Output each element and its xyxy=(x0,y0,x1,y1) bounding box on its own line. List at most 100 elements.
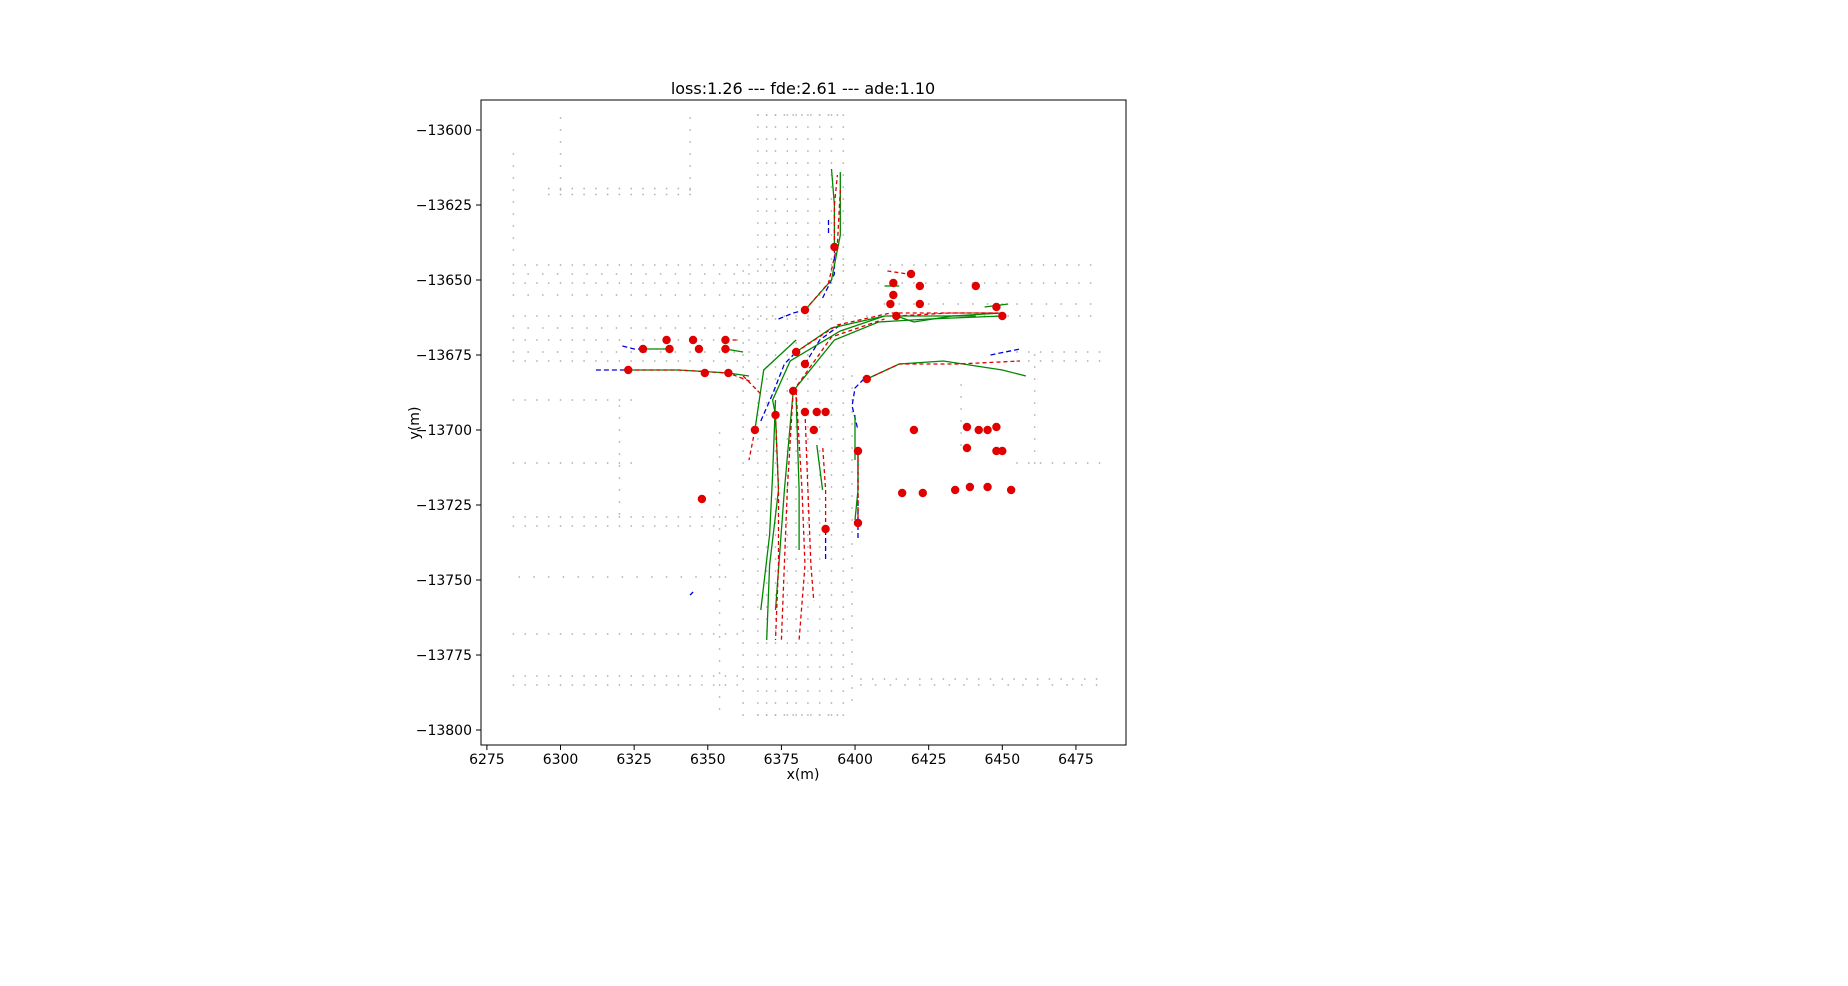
x-tick-label: 6400 xyxy=(837,752,873,768)
map-point xyxy=(842,138,845,140)
map-point xyxy=(742,618,745,620)
map-point xyxy=(818,642,821,644)
map-point xyxy=(795,366,798,368)
map-point xyxy=(600,273,603,275)
map-point xyxy=(630,273,633,275)
map-point xyxy=(718,351,721,353)
map-point xyxy=(703,294,706,296)
map-point xyxy=(765,474,768,476)
map-point xyxy=(512,351,515,353)
map-point xyxy=(842,414,845,416)
map-point xyxy=(512,327,515,329)
map-point xyxy=(630,193,633,196)
map-point xyxy=(674,273,677,275)
map-point xyxy=(818,306,821,308)
map-point xyxy=(807,318,809,320)
map-point xyxy=(756,234,759,236)
map-point xyxy=(512,237,515,239)
map-point xyxy=(830,642,833,644)
map-point xyxy=(818,186,821,188)
map-point xyxy=(830,210,833,212)
map-point xyxy=(830,270,833,272)
map-point xyxy=(830,234,833,236)
map-point xyxy=(830,534,833,536)
map-point xyxy=(712,315,715,317)
map-point xyxy=(765,534,768,536)
map-point xyxy=(842,654,845,656)
agent-marker xyxy=(662,335,671,345)
map-point xyxy=(1042,264,1045,266)
map-point xyxy=(807,378,809,380)
map-point xyxy=(774,186,777,188)
map-point xyxy=(786,402,789,404)
map-point xyxy=(615,351,618,353)
map-point xyxy=(1033,366,1036,368)
map-point xyxy=(807,522,809,524)
map-point xyxy=(807,582,809,584)
map-point xyxy=(786,414,789,416)
map-point xyxy=(807,618,809,620)
map-point xyxy=(842,558,845,560)
map-point xyxy=(571,462,574,464)
map-point xyxy=(1033,390,1036,392)
map-point xyxy=(618,429,621,431)
map-point xyxy=(774,666,777,668)
map-point xyxy=(512,201,515,203)
map-point xyxy=(842,162,845,164)
map-point xyxy=(665,525,668,527)
map-point xyxy=(818,486,821,488)
map-point xyxy=(842,270,845,272)
map-point xyxy=(756,654,759,656)
map-point xyxy=(795,558,798,560)
map-point xyxy=(742,606,745,608)
map-point xyxy=(795,264,798,266)
map-point xyxy=(842,702,845,704)
map-point xyxy=(807,558,809,560)
map-point xyxy=(1022,684,1024,686)
map-point xyxy=(689,360,692,362)
map-point xyxy=(795,570,798,572)
map-point xyxy=(795,306,798,308)
map-point xyxy=(960,282,962,284)
map-point xyxy=(1051,360,1054,362)
map-point xyxy=(512,399,515,401)
agent-marker xyxy=(830,242,839,252)
map-point xyxy=(977,678,980,680)
map-point xyxy=(618,453,621,455)
map-point xyxy=(842,522,845,524)
map-point xyxy=(680,576,683,578)
map-point xyxy=(630,339,633,341)
map-point xyxy=(865,282,868,284)
map-point xyxy=(689,165,692,167)
map-point xyxy=(786,582,789,584)
map-point xyxy=(1051,351,1054,353)
map-point xyxy=(783,315,786,317)
map-point xyxy=(594,315,597,317)
map-point xyxy=(818,498,821,500)
map-point xyxy=(807,690,809,692)
map-point xyxy=(645,294,647,296)
map-point xyxy=(913,264,915,266)
map-point xyxy=(559,633,562,635)
map-point xyxy=(571,360,574,362)
map-point xyxy=(795,450,798,452)
map-point xyxy=(807,654,809,656)
map-point xyxy=(786,642,789,644)
map-point xyxy=(674,327,677,329)
map-point xyxy=(830,666,833,668)
map-point xyxy=(630,327,633,329)
map-point xyxy=(807,666,809,668)
map-point xyxy=(756,558,759,560)
map-point xyxy=(756,498,759,500)
map-point xyxy=(795,114,798,116)
map-point xyxy=(765,126,768,128)
map-point xyxy=(1066,315,1068,317)
map-point xyxy=(1039,360,1042,362)
map-point xyxy=(792,714,795,716)
map-point xyxy=(1098,360,1101,362)
map-point xyxy=(689,177,692,179)
map-point xyxy=(818,534,821,536)
map-point xyxy=(786,330,789,332)
map-point xyxy=(689,187,692,190)
map-point xyxy=(774,318,777,320)
